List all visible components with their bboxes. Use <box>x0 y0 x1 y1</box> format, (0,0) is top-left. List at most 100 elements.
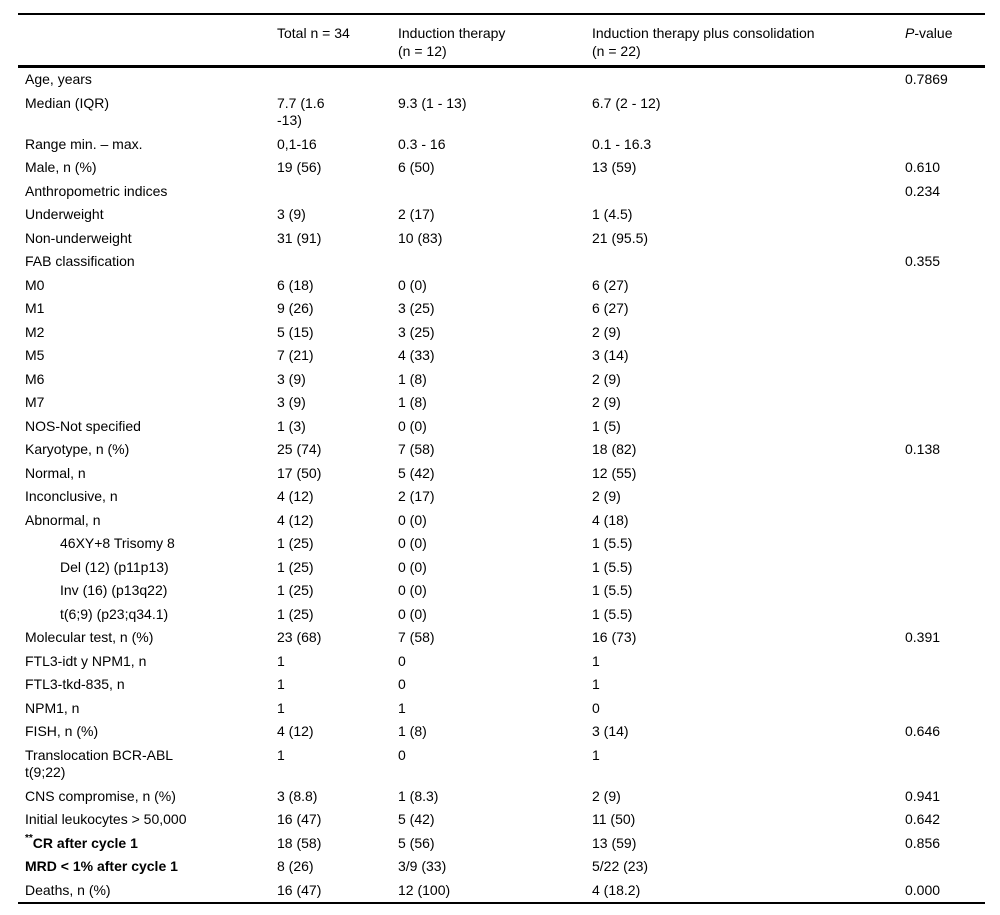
p-value-cell: 0.234 <box>905 182 941 199</box>
row-label: MRD < 1% after cycle 1 <box>25 858 178 874</box>
total-cell: 3 (9) <box>277 394 306 410</box>
induction-cell: 0 (0) <box>398 582 427 598</box>
consolidation-cell: 2 (9) <box>592 488 621 504</box>
p-value-cell <box>905 579 985 603</box>
total-cell <box>277 67 398 92</box>
p-value-cell: 0.941 <box>905 787 941 804</box>
header-consolidation-line2: (n = 22) <box>592 42 641 59</box>
induction-cell: 0 <box>398 746 406 763</box>
consolidation-cell: 13 (59) <box>592 834 637 851</box>
table-row: M5 7 (21) 4 (33) 3 (14) <box>18 344 985 368</box>
clinical-characteristics-table: Total n = 34 Induction therapy (n = 12) I… <box>18 13 985 904</box>
induction-cell: 1 (8.3) <box>398 787 439 804</box>
consolidation-cell: 1 <box>592 676 600 692</box>
header-induction: Induction therapy (n = 12) <box>398 14 592 68</box>
consolidation-cell: 18 (82) <box>592 441 637 457</box>
row-label: NPM1, n <box>25 699 80 716</box>
p-value-cell <box>905 509 985 533</box>
total-cell: 3 (8.8) <box>277 787 318 804</box>
induction-cell <box>398 250 592 274</box>
table-row: **CR after cycle 1 18 (58) 5 (56) 13 (59) 0.… <box>18 832 985 856</box>
consolidation-cell: 2 (9) <box>592 394 621 410</box>
table-row: Deaths, n (%) 16 (47) 12 (100) 4 (18.2) 0.00… <box>18 879 985 904</box>
consolidation-cell: 0 <box>592 699 600 716</box>
table-row: Median (IQR) 7.7 (1.6 -13) 9.3 (1 - 13) 6.7… <box>18 92 985 133</box>
induction-cell: 0 (0) <box>398 417 427 434</box>
row-label: Anthropometric indices <box>25 182 168 199</box>
p-value-cell <box>905 415 985 439</box>
p-value-cell: 0.138 <box>905 441 941 457</box>
total-cell: 1 <box>277 652 285 669</box>
table-row: Karyotype, n (%) 25 (74) 7 (58) 18 (82) 0.13… <box>18 438 985 462</box>
footnote-marker: ** <box>25 832 33 844</box>
table-row: M1 9 (26) 3 (25) 6 (27) <box>18 297 985 321</box>
consolidation-cell: 1 <box>592 652 600 669</box>
total-cell: 1 <box>277 746 285 763</box>
consolidation-cell: 1 (5.5) <box>592 605 633 622</box>
induction-cell: 0 (0) <box>398 511 427 528</box>
row-label: Deaths, n (%) <box>25 881 111 898</box>
row-label: Median (IQR) <box>25 94 110 111</box>
p-value-cell <box>905 462 985 486</box>
p-value-cell <box>905 368 985 392</box>
p-value-cell <box>905 603 985 627</box>
table-row: Del (12) (p11p13) 1 (25) 0 (0) 1 (5.5) <box>18 556 985 580</box>
total-cell: 1 (25) <box>277 535 314 551</box>
p-value-cell <box>905 485 985 509</box>
row-label: Non-underweight <box>25 229 132 246</box>
total-cell: 1 (25) <box>277 605 314 622</box>
row-label: Del (12) (p11p13) <box>60 558 169 575</box>
p-value-cell: 0.391 <box>905 629 941 645</box>
p-value-cell <box>905 650 985 674</box>
p-value-cell <box>905 556 985 580</box>
consolidation-cell: 13 (59) <box>592 159 637 175</box>
consolidation-cell: 0.1 - 16.3 <box>592 135 652 152</box>
row-label: Karyotype, n (%) <box>25 441 130 457</box>
table-row: 46XY+8 Trisomy 8 1 (25) 0 (0) 1 (5.5) <box>18 532 985 556</box>
header-empty-cell <box>18 14 277 68</box>
consolidation-cell: 1 (5.5) <box>592 558 633 575</box>
consolidation-cell <box>592 250 905 274</box>
p-value-cell: 0.646 <box>905 723 941 739</box>
induction-cell: 2 (17) <box>398 488 435 504</box>
table-row: FTL3-idt y NPM1, n 1 0 1 <box>18 650 985 674</box>
total-cell: 1 (3) <box>277 417 306 434</box>
p-value-cell: 0.000 <box>905 881 941 898</box>
total-cell: 19 (56) <box>277 159 322 175</box>
consolidation-cell <box>592 67 905 92</box>
consolidation-cell: 1 <box>592 746 600 763</box>
p-value-cell <box>905 855 985 879</box>
total-cell: 6 (18) <box>277 276 314 293</box>
induction-cell: 0 (0) <box>398 558 427 575</box>
total-cell: 3 (9) <box>277 206 306 222</box>
total-cell <box>277 250 398 274</box>
table-row: Inv (16) (p13q22) 1 (25) 0 (0) 1 (5.5) <box>18 579 985 603</box>
consolidation-cell: 2 (9) <box>592 370 621 387</box>
induction-cell: 2 (17) <box>398 206 435 222</box>
p-value-cell <box>905 274 985 298</box>
row-label: Range min. – max. <box>25 135 143 152</box>
induction-cell: 10 (83) <box>398 229 443 246</box>
consolidation-cell: 16 (73) <box>592 629 637 645</box>
table-body: Age, years 0.7869 Median (IQR) 7.7 (1.6 -13… <box>18 67 985 904</box>
total-cell: 1 (25) <box>277 582 314 598</box>
row-label: FTL3-tkd-835, n <box>25 676 125 692</box>
induction-cell: 6 (50) <box>398 159 435 175</box>
consolidation-cell: 12 (55) <box>592 464 637 481</box>
table-row: Age, years 0.7869 <box>18 67 985 92</box>
consolidation-cell: 2 (9) <box>592 787 621 804</box>
total-cell: 4 (12) <box>277 723 314 739</box>
total-cell: 18 (58) <box>277 834 322 851</box>
row-label: FAB classification <box>25 253 135 269</box>
row-label: Age, years <box>25 71 92 87</box>
row-label: Abnormal, n <box>25 511 101 528</box>
p-value-cell <box>905 227 985 251</box>
induction-cell: 4 (33) <box>398 347 435 363</box>
row-label: M7 <box>25 394 45 410</box>
row-label: FISH, n (%) <box>25 723 99 739</box>
induction-cell: 1 (8) <box>398 394 427 410</box>
table-row: Abnormal, n 4 (12) 0 (0) 4 (18) <box>18 509 985 533</box>
row-label: Translocation BCR-ABL t(9;22) <box>25 746 174 781</box>
table-row: FAB classification 0.355 <box>18 250 985 274</box>
table-row: NPM1, n 1 1 0 <box>18 697 985 721</box>
